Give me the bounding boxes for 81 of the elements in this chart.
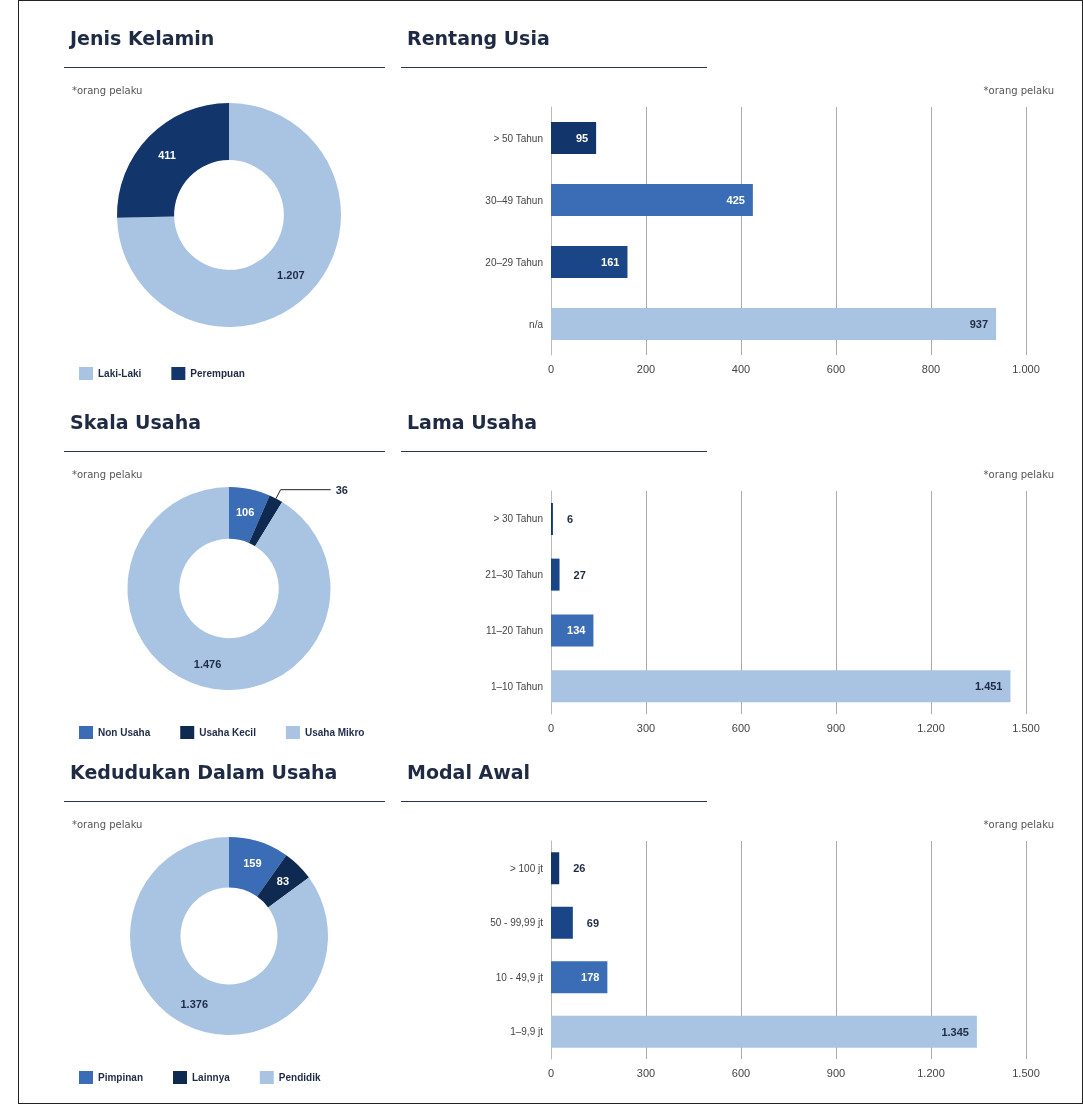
text: *orang pelaku	[983, 84, 1054, 96]
x-tick-label: 1.500	[1012, 721, 1040, 734]
chart-title: Jenis Kelamin	[64, 19, 385, 68]
y-tick-label: n/a	[529, 318, 544, 330]
chart-title: Rentang Usia	[401, 19, 707, 68]
data-label: 178	[581, 971, 600, 984]
x-tick-label: 600	[731, 721, 751, 734]
y-tick-label: 21–30 Tahun	[485, 569, 543, 581]
data-label: 1.207	[277, 269, 305, 282]
x-tick-label: 900	[826, 721, 846, 734]
data-label: 1.451	[974, 680, 1003, 693]
x-tick-label: 1.200	[917, 1066, 945, 1079]
text: *orang pelaku	[983, 468, 1054, 480]
data-label: 95	[575, 132, 589, 144]
bar	[551, 670, 1011, 703]
x-tick-label: 1.000	[1012, 362, 1040, 375]
bar	[551, 558, 560, 591]
x-tick-label: 0	[547, 362, 555, 375]
data-label: 411	[158, 148, 176, 161]
x-tick-label: 200	[636, 362, 656, 375]
legend-label: Laki-Laki	[98, 368, 142, 379]
chart-title: Kedudukan Dalam Usaha	[64, 753, 385, 802]
x-tick-label: 400	[731, 362, 751, 375]
y-tick-label: 30–49 Tahun	[485, 194, 543, 206]
text: *orang pelaku	[72, 818, 143, 830]
data-label: 425	[726, 194, 745, 206]
x-tick-label: 1.500	[1012, 1066, 1040, 1079]
x-tick-label: 600	[731, 1066, 751, 1079]
y-tick-label: 50 - 99,99 jt	[490, 917, 544, 929]
y-tick-label: 1–9,9 jt	[510, 1026, 544, 1038]
legend-label: Non Usaha	[98, 727, 151, 738]
bar	[551, 184, 753, 216]
data-label: 106	[235, 505, 255, 518]
data-label: 1.376	[180, 998, 209, 1011]
bar	[551, 308, 997, 340]
legend-label: Usaha Mikro	[304, 727, 365, 738]
legend-label: Pendidik	[278, 1072, 321, 1083]
x-tick-label: 600	[826, 362, 846, 375]
data-label: 26	[573, 862, 586, 875]
y-tick-label: > 30 Tahun	[493, 513, 543, 525]
bar	[551, 246, 628, 278]
bar	[551, 852, 560, 885]
data-label: 36	[335, 483, 348, 496]
text: *orang pelaku	[72, 468, 143, 480]
y-tick-label: > 50 Tahun	[493, 132, 543, 144]
bar	[551, 906, 573, 939]
data-label: 83	[276, 875, 290, 888]
x-tick-label: 300	[636, 1066, 656, 1079]
x-tick-label: 800	[921, 362, 941, 375]
data-label: 27	[573, 568, 586, 581]
y-tick-label: 1–10 Tahun	[490, 680, 543, 692]
chart-title: Skala Usaha	[64, 403, 385, 452]
bar	[551, 961, 608, 994]
y-tick-label: 20–29 Tahun	[485, 256, 543, 268]
data-label: 161	[601, 256, 620, 268]
chart-title: Lama Usaha	[401, 403, 707, 452]
data-label: 937	[969, 318, 989, 330]
data-label: 134	[567, 624, 587, 637]
legend-label: Usaha Kecil	[199, 727, 257, 738]
data-label: 1.345	[941, 1025, 969, 1038]
x-tick-label: 900	[826, 1066, 846, 1079]
data-label: 6	[566, 512, 574, 525]
y-tick-label: 10 - 49,9 jt	[495, 971, 544, 983]
legend-label: Pimpinan	[98, 1072, 144, 1083]
y-tick-label: > 100 jt	[509, 862, 544, 874]
bar	[551, 1015, 977, 1048]
text: *orang pelaku	[72, 84, 143, 96]
data-label: 1.476	[193, 658, 222, 671]
chart-title: Modal Awal	[401, 753, 707, 802]
y-tick-label: 11–20 Tahun	[486, 624, 543, 636]
data-label: 69	[586, 916, 600, 929]
x-tick-label: 1.200	[917, 721, 945, 734]
legend-label: Lainnya	[192, 1072, 231, 1083]
x-tick-label: 300	[636, 721, 656, 734]
text: *orang pelaku	[983, 818, 1054, 830]
x-tick-label: 0	[547, 1066, 555, 1079]
data-label: 159	[243, 856, 262, 869]
bar	[551, 614, 594, 647]
bar	[551, 122, 597, 154]
legend-label: Perempuan	[190, 368, 245, 379]
x-tick-label: 0	[547, 721, 555, 734]
